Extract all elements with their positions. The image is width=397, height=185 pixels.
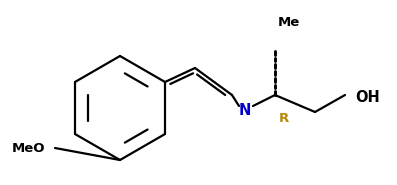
Text: OH: OH (355, 90, 380, 105)
Text: MeO: MeO (12, 142, 46, 154)
Text: N: N (239, 102, 251, 117)
Text: R: R (279, 112, 289, 125)
Text: Me: Me (278, 16, 300, 28)
